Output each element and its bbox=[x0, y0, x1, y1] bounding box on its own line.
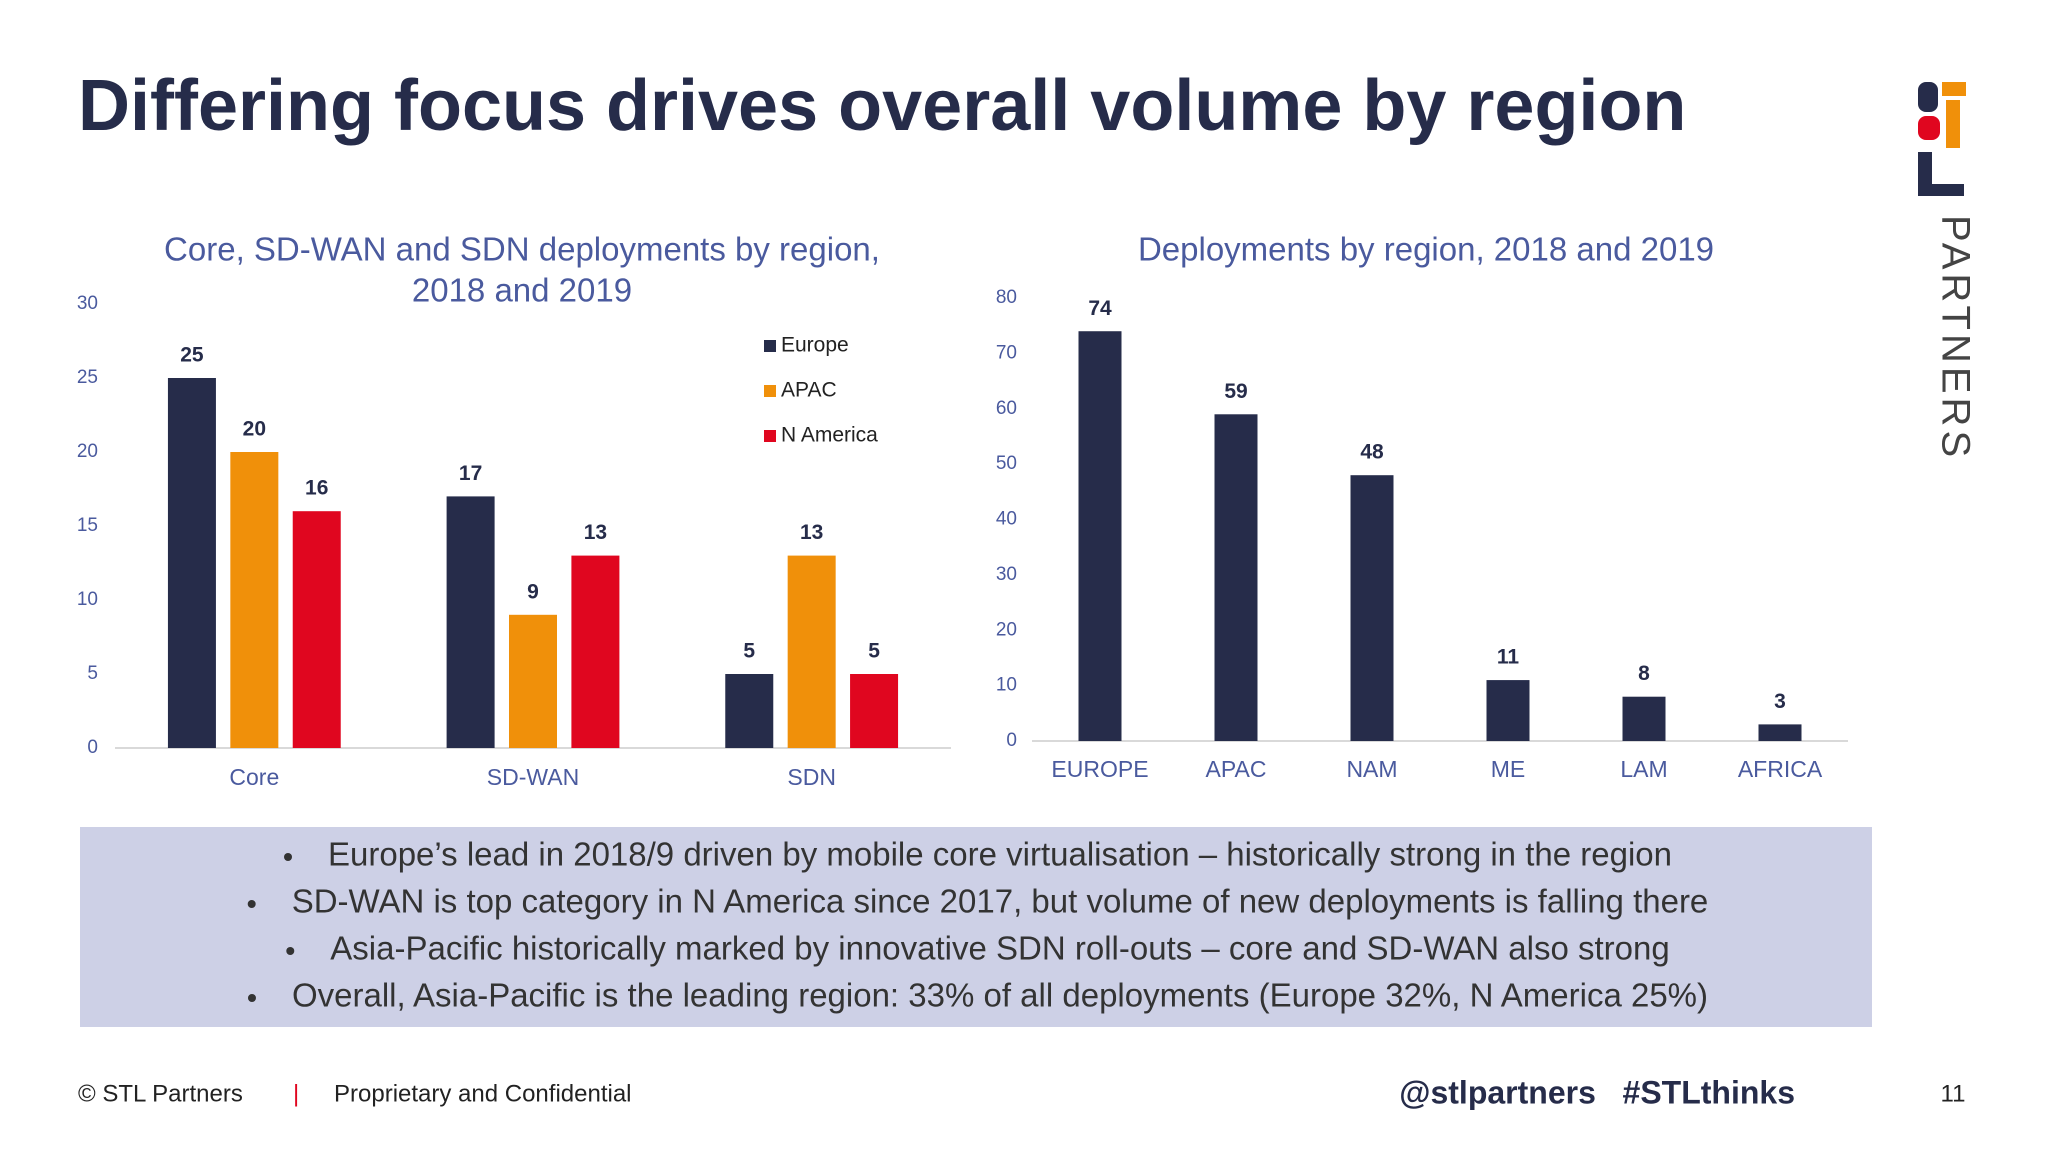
bullet-box bbox=[80, 827, 1872, 1027]
y-tick-label: 20 bbox=[77, 441, 98, 462]
value-label: 59 bbox=[1224, 380, 1247, 403]
bar bbox=[787, 555, 836, 748]
value-label: 8 bbox=[1638, 662, 1650, 685]
value-label: 5 bbox=[868, 640, 880, 663]
x-tick-label: APAC bbox=[1206, 756, 1267, 782]
bar bbox=[509, 614, 557, 748]
x-tick-label: LAM bbox=[1620, 756, 1667, 782]
bar bbox=[850, 674, 899, 748]
legend-label: Europe bbox=[781, 334, 849, 357]
logo-s2 bbox=[1918, 116, 1940, 140]
value-label: 20 bbox=[243, 418, 266, 441]
bullet-dot bbox=[247, 900, 256, 908]
x-tick-label: NAM bbox=[1346, 756, 1397, 782]
y-tick-label: 5 bbox=[87, 663, 98, 684]
bar bbox=[1214, 414, 1258, 741]
bullet-dot bbox=[247, 994, 256, 1002]
footer-page: 11 bbox=[1941, 1080, 1966, 1107]
x-tick-label: Core bbox=[229, 764, 279, 790]
y-tick-label: 20 bbox=[996, 619, 1017, 640]
value-label: 17 bbox=[459, 462, 482, 485]
footer-handles: @stlpartners #STLthinks bbox=[1399, 1074, 1795, 1110]
x-tick-label: EUROPE bbox=[1051, 756, 1148, 782]
y-tick-label: 10 bbox=[996, 675, 1017, 696]
bullet-text: Asia-Pacific historically marked by inno… bbox=[330, 930, 1669, 967]
legend-swatch bbox=[764, 430, 776, 442]
value-label: 48 bbox=[1360, 441, 1384, 464]
legend-swatch bbox=[764, 340, 776, 352]
bullet-text: Overall, Asia-Pacific is the leading reg… bbox=[292, 977, 1708, 1014]
logo-t bbox=[1942, 82, 1966, 96]
legend-swatch bbox=[764, 385, 776, 397]
logo-s bbox=[1918, 82, 1938, 112]
bar bbox=[167, 378, 216, 748]
bar bbox=[1486, 680, 1530, 741]
value-label: 5 bbox=[743, 640, 755, 663]
x-tick-label: ME bbox=[1491, 756, 1526, 782]
x-tick-label: SDN bbox=[787, 764, 836, 790]
x-tick-label: AFRICA bbox=[1738, 756, 1823, 782]
bullet-dot bbox=[286, 947, 295, 955]
y-tick-label: 30 bbox=[77, 293, 98, 314]
bar bbox=[230, 452, 279, 748]
logo bbox=[1918, 82, 1966, 196]
chart-title: Deployments by region, 2018 and 2019 bbox=[1138, 231, 1714, 268]
chart-title: 2018 and 2019 bbox=[412, 272, 632, 309]
bar bbox=[292, 511, 341, 748]
y-tick-label: 30 bbox=[996, 564, 1017, 585]
legend-label: N America bbox=[781, 424, 878, 447]
bullet-text: Europe’s lead in 2018/9 driven by mobile… bbox=[328, 836, 1672, 873]
bar bbox=[1758, 724, 1802, 741]
footer-separator: | bbox=[293, 1080, 299, 1107]
footer-copyright: © STL Partners bbox=[78, 1080, 243, 1107]
bullet-dot bbox=[284, 853, 293, 861]
y-tick-label: 40 bbox=[996, 509, 1017, 530]
y-tick-label: 70 bbox=[996, 342, 1017, 363]
value-label: 74 bbox=[1088, 297, 1112, 320]
logo-l2 bbox=[1918, 184, 1964, 196]
legend-label: APAC bbox=[781, 379, 837, 402]
bullet-text: SD-WAN is top category in N America sinc… bbox=[292, 883, 1709, 920]
footer-confidential: Proprietary and Confidential bbox=[334, 1080, 632, 1107]
y-tick-label: 25 bbox=[77, 367, 98, 388]
y-tick-label: 80 bbox=[996, 287, 1017, 308]
logo-text: PARTNERS bbox=[1933, 215, 1977, 461]
value-label: 13 bbox=[584, 521, 607, 544]
y-tick-label: 60 bbox=[996, 398, 1017, 419]
y-tick-label: 15 bbox=[77, 515, 98, 536]
bar bbox=[1622, 696, 1666, 741]
logo-t2 bbox=[1946, 100, 1960, 148]
slide-title: Differing focus drives overall volume by… bbox=[78, 66, 1686, 146]
y-tick-label: 0 bbox=[87, 737, 98, 758]
bar bbox=[1350, 475, 1394, 741]
bar bbox=[725, 674, 774, 748]
value-label: 9 bbox=[527, 580, 539, 603]
value-label: 25 bbox=[180, 344, 204, 367]
x-tick-label: SD-WAN bbox=[487, 764, 579, 790]
bar bbox=[1078, 331, 1122, 741]
chart-title: Core, SD-WAN and SDN deployments by regi… bbox=[164, 231, 880, 268]
value-label: 11 bbox=[1497, 646, 1520, 669]
value-label: 13 bbox=[800, 521, 823, 544]
y-tick-label: 10 bbox=[77, 589, 98, 610]
bar bbox=[446, 496, 495, 748]
y-tick-label: 0 bbox=[1006, 730, 1017, 751]
y-tick-label: 50 bbox=[996, 453, 1017, 474]
bar bbox=[571, 555, 620, 748]
value-label: 16 bbox=[305, 477, 328, 500]
value-label: 3 bbox=[1774, 690, 1786, 713]
